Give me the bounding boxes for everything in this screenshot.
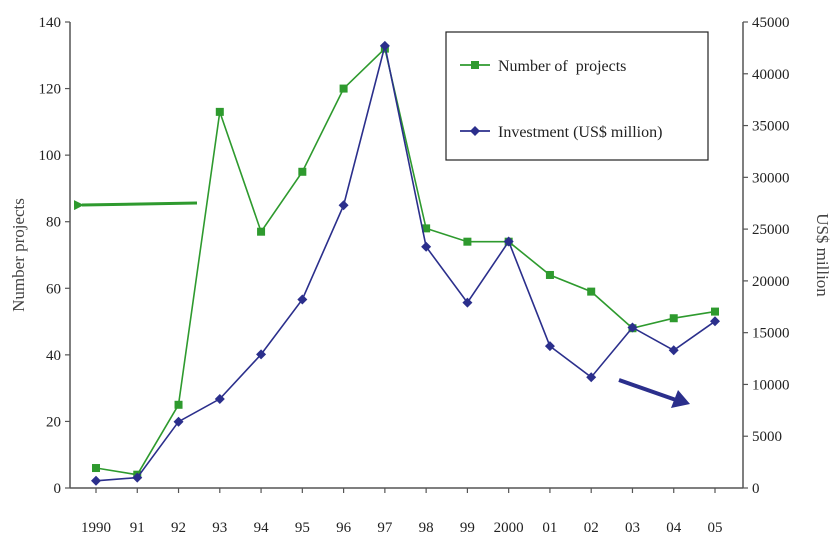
right-tick-label: 35000 <box>752 119 790 135</box>
data-point-projects <box>92 464 100 473</box>
data-point-investment <box>214 393 225 404</box>
legend-label-projects: Number of projects <box>498 58 626 75</box>
data-point-projects <box>463 237 472 246</box>
x-tick-label: 05 <box>708 520 723 536</box>
x-tick-label: 1990 <box>81 520 111 536</box>
left-tick-label: 20 <box>46 414 61 430</box>
right-tick-label: 40000 <box>752 67 790 83</box>
data-point-investment <box>297 294 308 305</box>
left-tick-label: 40 <box>46 348 61 364</box>
data-point-projects <box>174 400 183 409</box>
right-tick-label: 30000 <box>752 170 790 186</box>
left-tick-label: 140 <box>39 15 62 31</box>
x-tick-label: 94 <box>254 520 270 536</box>
x-tick-label: 93 <box>212 520 227 536</box>
data-point-investment <box>173 416 184 427</box>
right-y-axis: 0 5000 10000 15000 20000 25000 30000 35000 40000… <box>743 15 790 497</box>
x-tick-label: 92 <box>171 520 186 536</box>
data-point-investment <box>132 472 143 483</box>
data-point-investment <box>710 316 720 327</box>
data-point-projects <box>422 224 431 233</box>
legend-entry-projects: Number of projects <box>460 58 626 75</box>
left-tick-label: 60 <box>46 281 61 297</box>
x-tick-label: 2000 <box>494 520 524 536</box>
legend-box <box>445 31 709 161</box>
data-point-projects <box>587 287 596 296</box>
data-point-investment <box>462 297 473 308</box>
x-tick-label: 03 <box>625 520 640 536</box>
series-line-investment <box>95 45 716 482</box>
left-axis-arrow <box>73 200 198 211</box>
data-point-investment <box>503 236 514 247</box>
data-point-investment <box>668 345 679 356</box>
right-tick-label: 15000 <box>752 326 790 342</box>
left-tick-label: 120 <box>39 82 62 98</box>
right-tick-label: 25000 <box>752 222 790 238</box>
x-tick-label: 96 <box>336 520 352 536</box>
legend: Number of projects Investment (US$ milli… <box>445 31 709 161</box>
x-tick-label: 97 <box>377 520 393 536</box>
x-tick-label: 95 <box>295 520 310 536</box>
data-point-investment <box>421 241 432 252</box>
right-tick-label: 5000 <box>752 429 782 445</box>
x-tick-label: 01 <box>542 520 557 536</box>
plot-area <box>91 40 720 486</box>
data-point-investment <box>256 349 267 360</box>
left-tick-label: 0 <box>54 481 62 497</box>
legend-label-investment: Investment (US$ million) <box>498 124 662 141</box>
legend-entry-investment: Investment (US$ million) <box>460 124 662 141</box>
data-point-investment <box>379 40 390 51</box>
data-point-projects <box>711 307 719 316</box>
data-point-projects <box>215 107 224 116</box>
right-axis-arrow <box>618 378 690 408</box>
x-tick-label: 91 <box>130 520 145 536</box>
data-point-investment <box>91 475 101 486</box>
x-tick-label: 02 <box>584 520 599 536</box>
left-axis-title: Number projects <box>9 198 28 312</box>
x-tick-label: 98 <box>419 520 434 536</box>
data-point-projects <box>669 314 678 323</box>
data-point-projects <box>298 167 307 176</box>
right-axis-title: US$ million <box>813 213 831 297</box>
x-tick-label: 04 <box>666 520 682 536</box>
x-axis: 1990 91 92 93 94 95 96 97 98 99 2000 01 02 03 04 05 <box>81 488 723 536</box>
data-point-projects <box>257 227 266 236</box>
right-tick-label: 45000 <box>752 15 790 31</box>
data-point-investment <box>586 372 597 383</box>
right-tick-label: 10000 <box>752 377 790 393</box>
right-tick-label: 0 <box>752 481 760 497</box>
series-line-projects <box>95 47 716 476</box>
left-tick-label: 100 <box>39 148 62 164</box>
right-tick-label: 20000 <box>752 274 790 290</box>
data-point-investment <box>544 341 555 352</box>
left-tick-label: 80 <box>46 215 61 231</box>
left-y-axis: 0 20 40 60 80 100 120 140 <box>39 15 70 497</box>
data-point-investment <box>338 200 349 211</box>
data-point-investment <box>627 322 638 333</box>
data-point-projects <box>545 270 554 279</box>
data-point-projects <box>339 84 348 93</box>
x-tick-label: 99 <box>460 520 475 536</box>
